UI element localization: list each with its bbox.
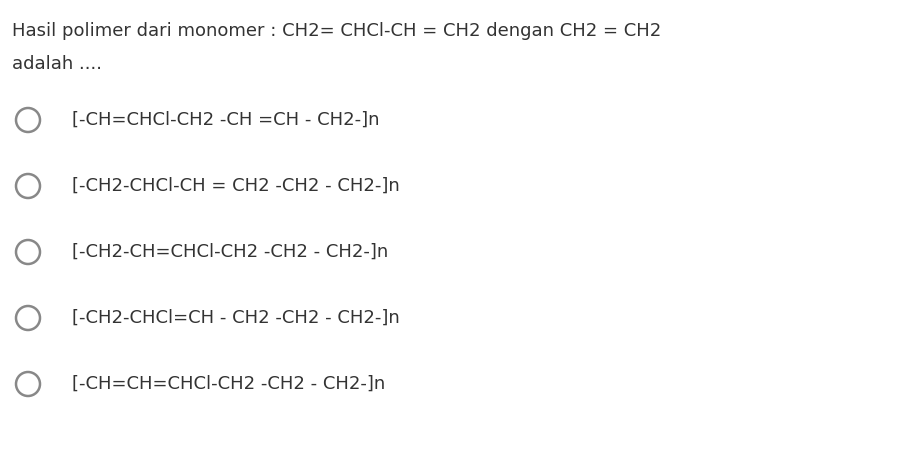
Circle shape: [16, 108, 40, 132]
Text: [-CH2-CHCl-CH = CH2 -CH2 - CH2-]n: [-CH2-CHCl-CH = CH2 -CH2 - CH2-]n: [72, 177, 400, 195]
Text: [-CH2-CHCl=CH - CH2 -CH2 - CH2-]n: [-CH2-CHCl=CH - CH2 -CH2 - CH2-]n: [72, 309, 400, 327]
Circle shape: [16, 372, 40, 396]
Text: [-CH2-CH=CHCl-CH2 -CH2 - CH2-]n: [-CH2-CH=CHCl-CH2 -CH2 - CH2-]n: [72, 243, 388, 261]
Text: [-CH=CH=CHCl-CH2 -CH2 - CH2-]n: [-CH=CH=CHCl-CH2 -CH2 - CH2-]n: [72, 375, 385, 393]
Circle shape: [16, 240, 40, 264]
Circle shape: [16, 174, 40, 198]
Text: Hasil polimer dari monomer : CH2= CHCl-CH = CH2 dengan CH2 = CH2: Hasil polimer dari monomer : CH2= CHCl-C…: [12, 22, 662, 40]
Text: adalah ....: adalah ....: [12, 55, 102, 73]
Text: [-CH=CHCl-CH2 -CH =CH - CH2-]n: [-CH=CHCl-CH2 -CH =CH - CH2-]n: [72, 111, 380, 129]
Circle shape: [16, 306, 40, 330]
